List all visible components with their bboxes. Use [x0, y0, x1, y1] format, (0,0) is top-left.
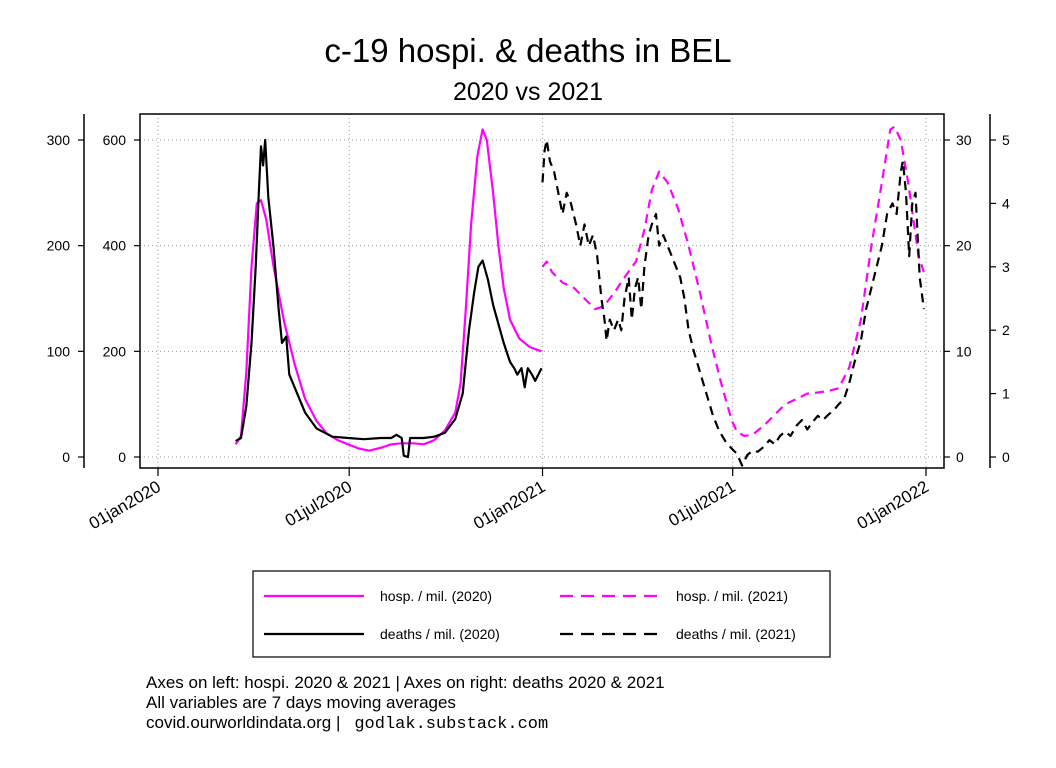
x-tick-label: 01jan2021	[470, 477, 548, 533]
x-axis: 01jan2020 01jul2020 01jan2021 01jul2021 01ja…	[86, 468, 932, 533]
legend-label-hosp-2021: hosp. / mil. (2021)	[676, 588, 788, 604]
substack-link[interactable]: godlak.substack.com	[354, 715, 549, 734]
right-outer-tick-label: 1	[1002, 386, 1010, 402]
series-line-hosp-2020	[234, 128, 542, 452]
x-tick-label: 01jul2020	[282, 477, 355, 530]
left-outer-tick-label: 200	[47, 238, 71, 254]
series-line-deaths-2020	[235, 138, 543, 459]
right-inner-tick-label: 0	[956, 449, 964, 465]
source-text: covid.ourworldindata.org |	[146, 713, 341, 732]
legend-label-hosp-2020: hosp. / mil. (2020)	[380, 588, 492, 604]
series-line-deaths-2021	[541, 138, 925, 467]
right-outer-tick-label: 3	[1002, 259, 1010, 275]
right-outer-tick-label: 0	[1002, 449, 1010, 465]
left-inner-tick-label: 600	[103, 132, 127, 148]
left-outer-tick-label: 100	[47, 343, 71, 359]
right-inner-tick-label: 10	[956, 343, 972, 359]
right-outer-tick-label: 5	[1002, 132, 1010, 148]
left-inner-tick-label: 0	[118, 449, 126, 465]
series-layer	[234, 125, 925, 467]
chart-subtitle: 2020 vs 2021	[452, 78, 604, 106]
grid-lines	[140, 114, 944, 468]
note-axes: Axes on left: hospi. 2020 & 2021 | Axes …	[146, 673, 665, 692]
note-source: covid.ourworldindata.org | godlak.substac…	[146, 713, 548, 735]
x-tick-label: 01jul2021	[665, 477, 738, 530]
chart-title: c-19 hospi. & deaths in BEL	[324, 32, 732, 69]
note-moving-average: All variables are 7 days moving averages	[146, 693, 456, 712]
right-inner-tick-label: 20	[956, 238, 972, 254]
right-inner-tick-label: 30	[956, 132, 972, 148]
x-tick-label: 01jan2020	[86, 477, 164, 533]
legend-box	[252, 570, 831, 658]
x-tick-label: 01jan2022	[854, 477, 932, 533]
legend: hosp. / mil. (2020) hosp. / mil. (2021) de…	[252, 570, 831, 658]
left-outer-tick-label: 0	[62, 449, 70, 465]
left-inner-tick-label: 200	[103, 343, 127, 359]
right-outer-tick-label: 2	[1002, 322, 1010, 338]
left-outer-tick-label: 300	[47, 132, 71, 148]
left-inner-tick-label: 400	[103, 238, 127, 254]
legend-label-deaths-2021: deaths / mil. (2021)	[676, 626, 796, 642]
legend-label-deaths-2020: deaths / mil. (2020)	[380, 626, 500, 642]
right-outer-tick-label: 4	[1002, 195, 1010, 211]
series-line-hosp-2021	[541, 125, 925, 437]
